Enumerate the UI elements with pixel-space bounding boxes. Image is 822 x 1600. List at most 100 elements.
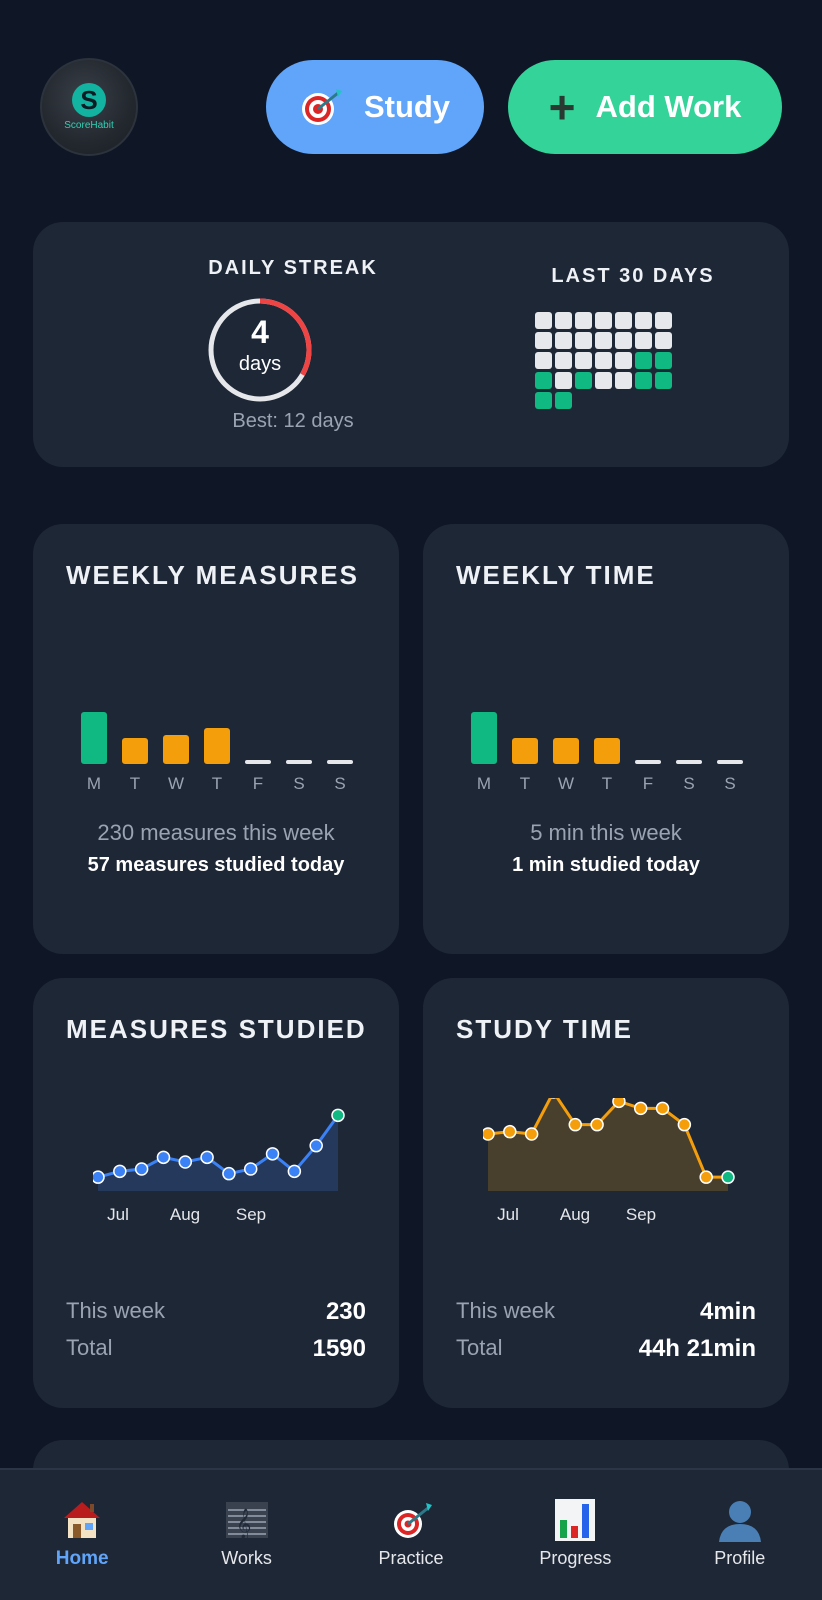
day-label: S — [293, 774, 305, 793]
streak-title: DAILY STREAK — [208, 257, 378, 279]
sparkline-point — [265, 1147, 280, 1161]
weekly-time-card[interactable]: WEEKLY TIME M T W T F S S 5 min this week 1 mi… — [423, 524, 789, 954]
bar-S — [286, 760, 312, 764]
day-cell — [555, 372, 572, 389]
day-cell — [615, 312, 632, 329]
nav-practice[interactable]: Practice — [336, 1496, 486, 1569]
nav-works[interactable]: 𝄞 Works — [172, 1496, 322, 1569]
user-icon — [717, 1496, 763, 1544]
bar-W — [553, 738, 579, 764]
day-label: M — [476, 774, 492, 793]
total-value: 44h 21min — [638, 1335, 756, 1362]
card-title: WEEKLY TIME — [456, 560, 656, 590]
day-label: W — [557, 774, 575, 793]
day-cell — [535, 332, 552, 349]
day-cell — [615, 332, 632, 349]
sparkline-point — [200, 1150, 214, 1165]
nav-profile-label: Profile — [714, 1548, 766, 1568]
sparkline-point — [655, 1101, 670, 1116]
day-cell — [635, 332, 652, 349]
month-label: Jul — [497, 1205, 519, 1224]
sparkline-point — [309, 1138, 323, 1153]
month-label: Sep — [626, 1205, 656, 1224]
target-icon — [300, 87, 344, 127]
bar-F — [635, 760, 661, 764]
sparkline-point — [721, 1170, 735, 1184]
sparkline-point — [524, 1127, 539, 1141]
bar-M — [471, 712, 497, 764]
day-cell — [635, 352, 652, 369]
streak-unit: days — [238, 353, 282, 375]
card-title: WEEKLY MEASURES — [66, 560, 359, 590]
nav-profile[interactable]: Profile — [665, 1496, 815, 1569]
month-label: Aug — [170, 1205, 200, 1224]
day-label: S — [683, 774, 695, 793]
bar-T — [594, 738, 620, 764]
nav-works-label: Works — [221, 1548, 272, 1568]
card-title: STUDY TIME — [456, 1014, 633, 1044]
day-cell — [655, 372, 672, 389]
day-label: T — [601, 774, 613, 793]
bar-chart-icon — [554, 1496, 596, 1544]
day-cell — [535, 392, 552, 409]
total-value: 1590 — [312, 1335, 366, 1362]
nav-home[interactable]: Home — [7, 1496, 157, 1570]
day-label: M — [86, 774, 102, 793]
sheet-music-icon: 𝄞 — [224, 1496, 270, 1544]
day-cell — [615, 352, 632, 369]
activity-grid — [535, 312, 675, 409]
study-button[interactable]: Study — [266, 60, 484, 154]
bar-T — [512, 738, 538, 764]
svg-text:𝄞: 𝄞 — [236, 1508, 251, 1540]
day-cell — [575, 372, 592, 389]
best-streak: Best: 12 days — [232, 410, 354, 432]
day-cell — [555, 392, 572, 409]
plus-icon: + — [548, 81, 576, 133]
sparkline-point — [222, 1166, 236, 1181]
bar-M — [81, 712, 107, 764]
sparkline-point — [243, 1162, 258, 1176]
day-label: T — [129, 774, 141, 793]
streak-card: DAILY STREAK 4 days Best: 12 days LAST 3… — [33, 222, 789, 467]
target-icon — [388, 1496, 434, 1544]
sparkline-point — [156, 1150, 171, 1165]
day-cell — [615, 372, 632, 389]
logo-mark: S — [72, 83, 106, 117]
total-label: Total — [66, 1335, 113, 1360]
sparkline-point — [677, 1117, 692, 1132]
weekly-summary: 5 min this week — [530, 820, 682, 845]
day-cell — [655, 332, 672, 349]
streak-ring — [208, 298, 312, 402]
bar-S — [717, 760, 743, 764]
this-week-value: 230 — [325, 1298, 366, 1325]
day-cell — [555, 312, 572, 329]
day-cell — [595, 332, 612, 349]
bar-F — [245, 760, 271, 764]
day-cell — [535, 312, 552, 329]
day-cell — [575, 352, 592, 369]
sparkline-area — [98, 1115, 338, 1191]
card-title: MEASURES STUDIED — [66, 1014, 367, 1044]
day-cell — [595, 352, 612, 369]
app-logo[interactable]: S ScoreHabit — [40, 58, 138, 156]
bar-T — [204, 728, 230, 764]
sparkline-point — [590, 1117, 604, 1132]
house-icon — [60, 1496, 104, 1544]
month-label: Aug — [560, 1205, 590, 1224]
this-week-value: 4min — [699, 1298, 756, 1325]
nav-progress[interactable]: Progress — [500, 1496, 650, 1569]
sparkline-point — [503, 1124, 517, 1139]
day-cell — [635, 312, 652, 329]
day-label: S — [334, 774, 346, 793]
weekly-measures-card[interactable]: WEEKLY MEASURES M T W T F S S 230 measures thi… — [33, 524, 399, 954]
sparkline-point — [113, 1164, 127, 1179]
add-work-button[interactable]: + Add Work — [508, 60, 782, 154]
measures-studied-card[interactable]: MEASURES STUDIED Jul Aug Sep This week 230… — [33, 978, 399, 1408]
bar-S — [676, 760, 702, 764]
study-time-card[interactable]: STUDY TIME Jul Aug Sep This week 4min Tota… — [423, 978, 789, 1408]
day-cell — [635, 372, 652, 389]
nav-home-label: Home — [55, 1548, 109, 1569]
this-week-label: This week — [456, 1298, 556, 1323]
